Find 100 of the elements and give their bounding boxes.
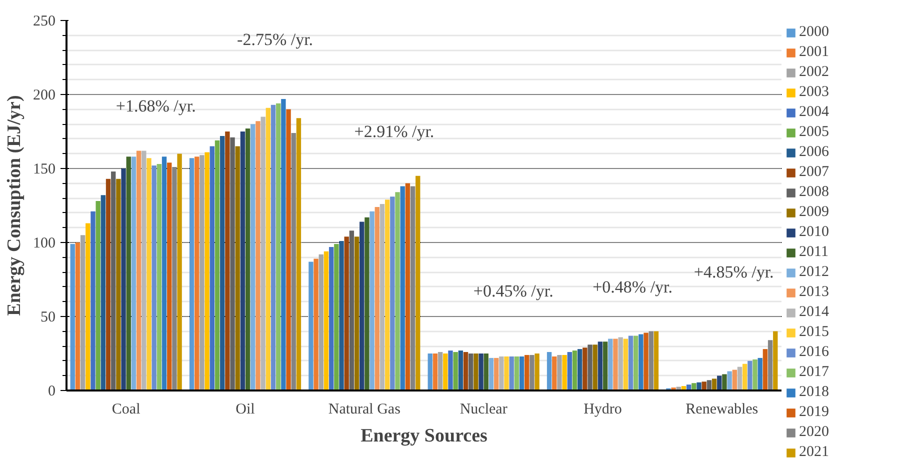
bar [416,176,420,390]
bar [286,109,291,390]
bar [727,371,732,390]
bar [75,242,80,390]
legend-label: 2004 [799,104,829,121]
legend-label: 2013 [799,284,829,301]
bar [448,350,453,390]
bar [210,146,214,390]
x-tick-label: Coal [112,402,140,418]
bar [395,192,400,390]
bar [80,235,86,390]
bar [432,354,438,390]
legend-label: 2002 [799,64,829,81]
bar [220,136,225,390]
bar [204,152,210,390]
bar [308,262,314,390]
bar [618,337,623,390]
bar [696,382,702,390]
legend-label: 2017 [799,364,829,381]
bar [613,338,618,390]
bar [270,104,276,390]
bar [384,200,390,390]
legend-label: 2001 [799,44,829,61]
bar [360,222,364,390]
bar [602,342,608,390]
y-axis-title: Energy Consuption (EJ/yr) [4,95,25,316]
bar [453,352,458,390]
bar [400,186,405,390]
bar [567,352,572,390]
bar [504,356,509,390]
bar [742,364,748,390]
bar [468,354,474,390]
x-axis-title: Energy Sources [360,426,488,446]
bar [474,354,478,390]
bar [172,167,177,390]
bar [314,258,318,390]
bar [189,158,194,390]
legend-label: 2003 [799,84,829,101]
bar [324,251,329,390]
bar [552,356,557,390]
legend-label: 2010 [799,224,829,241]
x-tick-label: Hydro [584,402,622,418]
legend-label: 2018 [799,384,829,401]
bar [152,166,156,390]
annotation: +0.45% /yr. [473,282,554,301]
bar [230,137,235,390]
bar [370,211,374,390]
y-tick-label: 250 [33,14,56,30]
bar [339,241,344,390]
bar [768,340,773,390]
y-tick-label: 0 [48,384,56,400]
bar [428,354,432,390]
bar [380,204,385,390]
bar [484,354,488,390]
bar [499,356,504,390]
bar [116,178,121,390]
bar [737,366,742,390]
bar [260,116,266,390]
bar [438,352,443,390]
bar [758,358,762,390]
bar [214,140,220,390]
y-tick-label: 200 [33,88,56,104]
bar [235,146,240,390]
bar [364,217,370,390]
annotation: +4.85% /yr. [694,262,774,282]
annotation: -2.75% /yr. [237,30,314,49]
bar [488,358,494,390]
bar [557,354,562,390]
bar [773,331,778,390]
legend-label: 2011 [799,244,828,261]
bar [530,354,534,390]
legend-label: 2006 [799,144,829,161]
bar [194,156,200,390]
bar [374,206,380,390]
bar [562,354,567,390]
legend-label: 2014 [799,304,829,321]
bar [162,156,167,390]
bar [225,132,230,390]
bar [634,336,638,390]
bar [121,168,126,390]
bar [443,354,448,390]
bar [410,186,416,390]
bar [146,158,152,390]
legend-label: 2020 [799,424,829,441]
bar [514,356,520,390]
y-tick-label: 150 [33,162,56,178]
bar [463,352,468,390]
legend-label: 2021 [799,444,829,461]
bar [245,128,250,390]
bar [722,374,727,390]
legend-label: 2015 [799,324,829,341]
bar [354,236,360,390]
bar [572,350,578,390]
bar [344,236,349,390]
bar [732,370,737,390]
x-tick-label: Natural Gas [328,402,401,418]
bar [349,230,354,390]
bar [96,201,100,390]
bar [256,121,260,390]
bar [494,358,499,390]
